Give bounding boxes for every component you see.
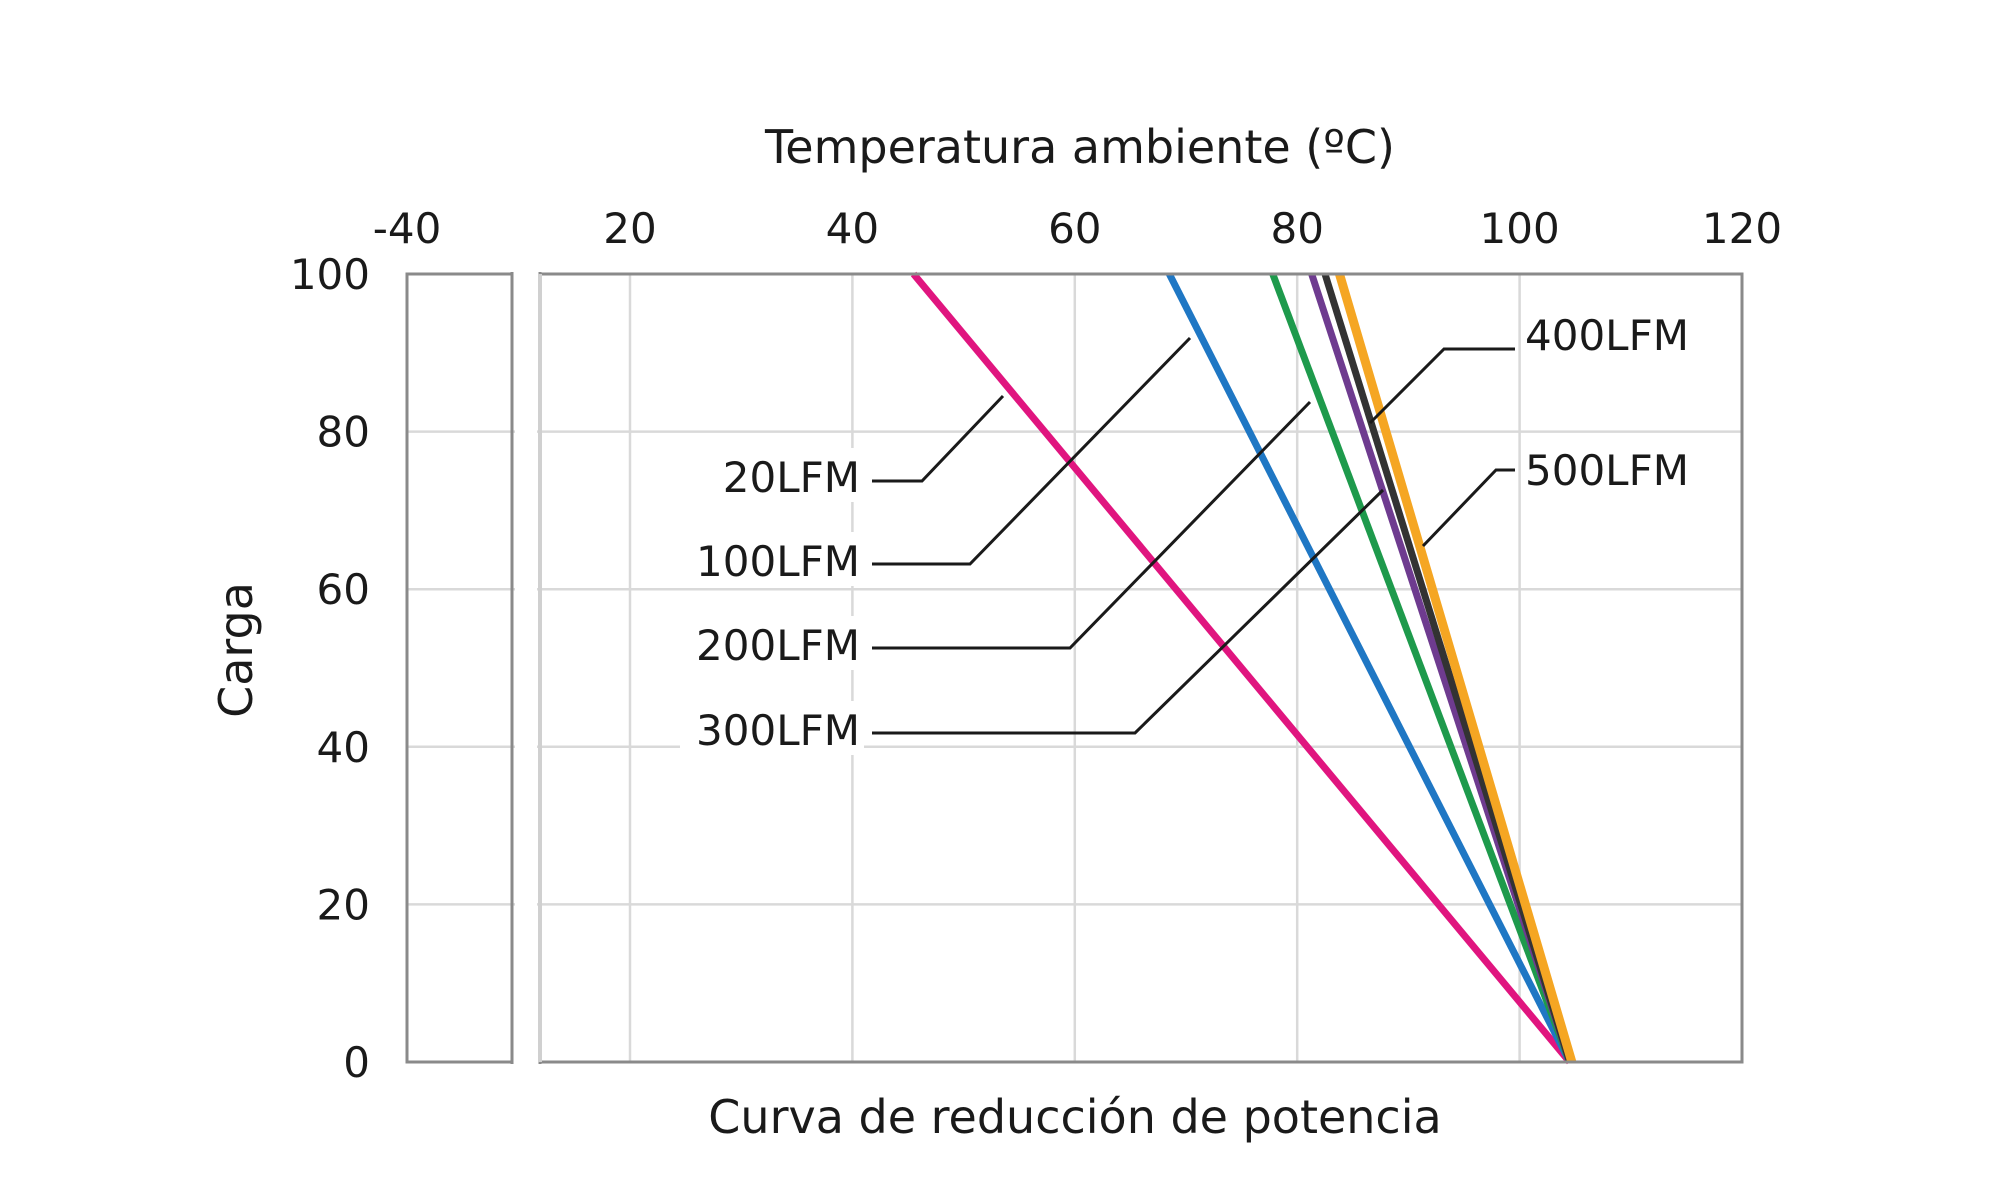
callout-label-300lfm: 300LFM [696,706,860,755]
callout-label-bg [680,448,864,502]
series-line-20lfm [910,271,1573,1065]
y-tick-label: 60 [317,565,370,614]
callout-label-bg [680,532,864,586]
x-tick-label: 20 [603,204,656,253]
tick-labels: -40 20 40 60 80 100 120 100 80 60 40 20 0 [290,204,1782,1087]
callout-label-bg [680,616,864,670]
x-tick-label: -40 [373,204,442,253]
y-tick-label: 0 [343,1038,370,1087]
callout-label-bg [1521,441,1705,495]
x-tick-label: 100 [1480,204,1560,253]
y-tick-label: 40 [317,723,370,772]
frame-left-segment [405,272,512,1064]
y-tick-label: 20 [317,880,370,929]
y-axis-title: Carga [209,582,263,718]
callout-label-bg [680,701,864,755]
callout-label-200lfm: 200LFM [696,621,860,670]
series-line-100lfm [1166,272,1573,1064]
callout-label-100lfm: 100LFM [696,537,860,586]
chart-grid [407,274,1742,1062]
callout-leader-20lfm [872,394,1005,483]
series-line-500lfm [1335,272,1577,1064]
x-tick-label: 120 [1702,204,1782,253]
callout-label-500lfm: 500LFM [1525,446,1689,495]
x-axis-title: Temperatura ambiente (ºC) [764,120,1395,174]
callout-leader-400lfm [1368,347,1515,425]
chart-title: Curva de reducción de potencia [708,1090,1441,1144]
x-tick-label: 40 [826,204,879,253]
callout-leader-100lfm [872,336,1192,566]
callout-leader-500lfm [1421,468,1515,548]
y-tick-label: 100 [290,250,370,299]
x-tick-label: 60 [1048,204,1101,253]
axis-break-gap [515,270,537,1066]
series-line-200lfm [1269,272,1573,1064]
callout-label-bg [1521,306,1705,360]
frame-right-segment [540,272,1744,1064]
plot-frame [405,270,1744,1066]
series-callouts: 20LFM 100LFM 200LFM 300LFM 400LFM 500LFM [680,306,1705,755]
callout-label-400lfm: 400LFM [1525,311,1689,360]
series-lines [910,271,1577,1065]
callout-label-20lfm: 20LFM [723,453,860,502]
callout-leader-300lfm [872,488,1385,735]
callout-leader-200lfm [872,400,1312,650]
y-tick-label: 80 [317,408,370,457]
x-tick-label: 80 [1270,204,1323,253]
